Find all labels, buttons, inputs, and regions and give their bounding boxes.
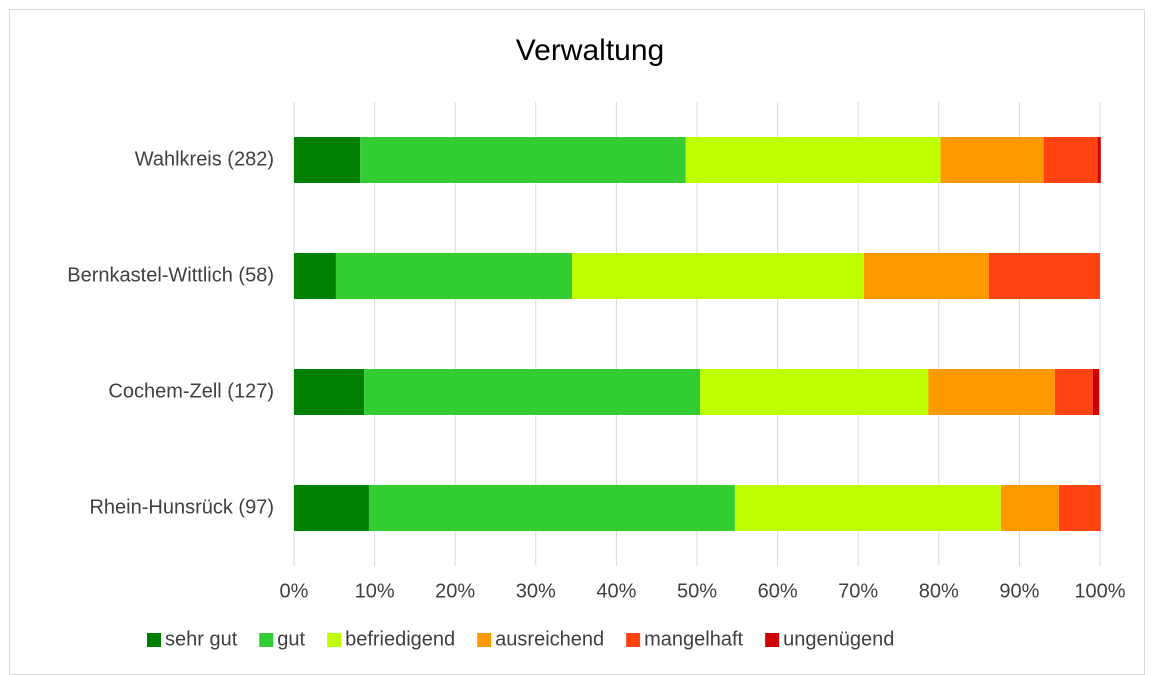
bar-segment <box>294 485 369 531</box>
legend-label: ungenügend <box>783 628 894 650</box>
x-tick-label: 30% <box>516 580 556 602</box>
legend-label: gut <box>277 628 305 650</box>
bar-segment <box>988 253 1100 299</box>
bar-segment <box>1092 369 1100 415</box>
bar-segment <box>1097 137 1101 183</box>
x-tick-label: 90% <box>999 580 1039 602</box>
chart-border <box>9 9 1145 675</box>
x-tick-label: 70% <box>838 580 878 602</box>
bar-segment <box>364 369 701 415</box>
bar-segment <box>360 137 686 183</box>
legend-label: ausreichend <box>495 628 604 650</box>
legend-label: mangelhaft <box>644 628 743 650</box>
legend-swatch <box>259 633 274 647</box>
y-tick-label: Bernkastel-Wittlich (58) <box>67 264 274 286</box>
x-tick-label: 0% <box>280 580 309 602</box>
x-tick-label: 50% <box>677 580 717 602</box>
bar-segment <box>1058 485 1101 531</box>
bar-segment <box>685 137 941 183</box>
bar-segment <box>294 137 361 183</box>
legend-label: befriedigend <box>345 628 455 650</box>
y-tick-label: Cochem-Zell (127) <box>108 380 274 402</box>
x-tick-label: 60% <box>758 580 798 602</box>
bar-segment <box>863 253 989 299</box>
x-tick-label: 10% <box>355 580 395 602</box>
legend-swatch <box>477 633 492 647</box>
x-tick-label: 80% <box>919 580 959 602</box>
legend-swatch <box>765 633 780 647</box>
x-tick-label: 40% <box>596 580 636 602</box>
legend-swatch <box>626 633 641 647</box>
bar-segment <box>294 253 336 299</box>
legend-label: sehr gut <box>165 628 238 650</box>
bar-segment <box>700 369 929 415</box>
bar-segment <box>1043 137 1098 183</box>
y-tick-label: Rhein-Hunsrück (97) <box>89 496 274 518</box>
chart-title: Verwaltung <box>516 34 664 67</box>
bar-segment <box>928 369 1055 415</box>
bar-segment <box>734 485 1001 531</box>
bar-segment <box>940 137 1044 183</box>
x-tick-label: 100% <box>1074 580 1125 602</box>
legend-swatch <box>327 633 342 647</box>
bar-segment <box>335 253 573 299</box>
bar-segment <box>1000 485 1059 531</box>
legend-swatch <box>147 633 161 647</box>
bar-segment <box>368 485 735 531</box>
bar-segment <box>572 253 864 299</box>
bar-segment <box>1054 369 1093 415</box>
y-tick-label: Wahlkreis (282) <box>135 148 274 170</box>
x-tick-label: 20% <box>435 580 475 602</box>
bar-segment <box>294 369 365 415</box>
